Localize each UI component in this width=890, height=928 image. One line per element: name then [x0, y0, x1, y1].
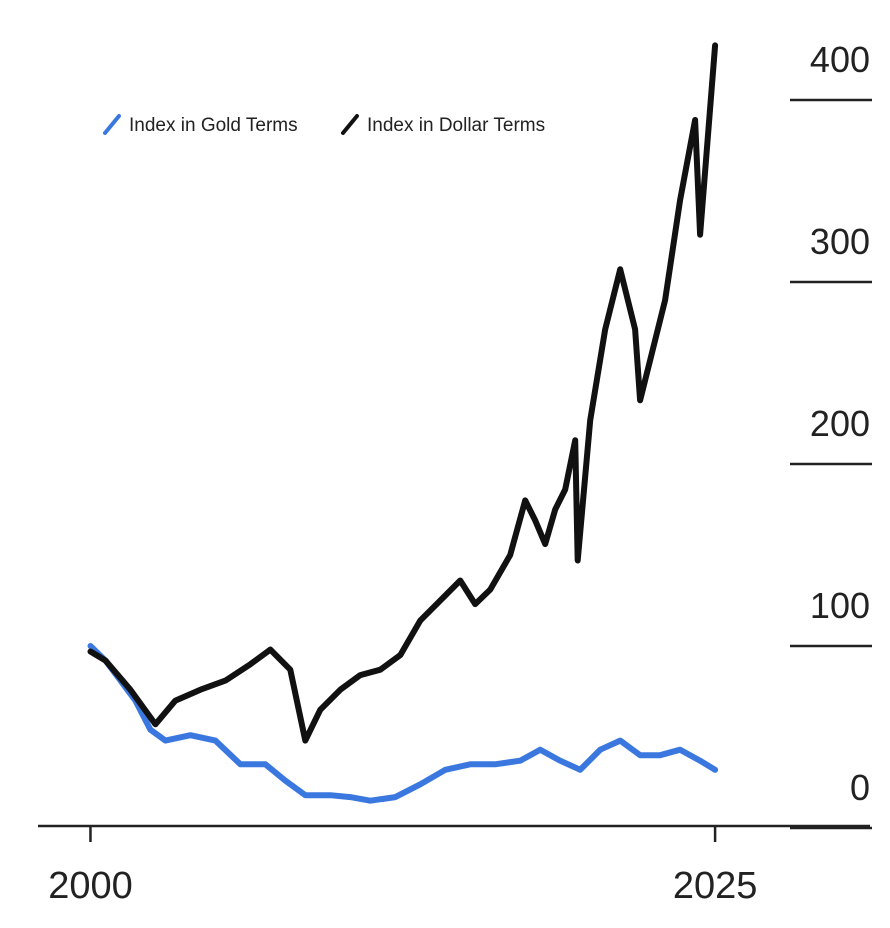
- x-tick-label: 2000: [48, 865, 133, 907]
- y-tick-label: 200: [810, 403, 870, 444]
- y-tick-label: 100: [810, 585, 870, 626]
- series-line: [87, 42, 719, 744]
- y-tick-label: 300: [810, 221, 870, 262]
- x-tick-label: 2025: [673, 865, 758, 907]
- legend-swatch: [341, 114, 359, 135]
- y-tick-label: 400: [810, 39, 870, 80]
- legend-label: Index in Dollar Terms: [367, 115, 545, 136]
- legend-label: Index in Gold Terms: [129, 115, 298, 136]
- y-tick-label: 0: [850, 767, 870, 808]
- series-line: [87, 643, 719, 804]
- legend-swatch: [103, 114, 121, 135]
